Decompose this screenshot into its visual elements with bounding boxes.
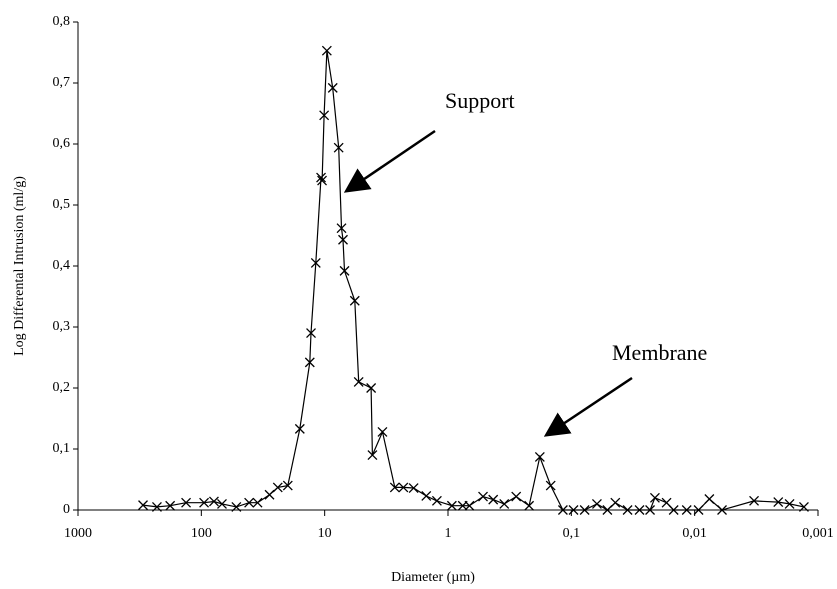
marker <box>151 501 162 512</box>
marker <box>602 505 613 515</box>
marker <box>389 482 400 493</box>
marker <box>693 505 704 515</box>
x-tick-label: 0,1 <box>563 526 581 541</box>
y-tick-label: 0,2 <box>53 380 71 395</box>
marker <box>244 497 255 508</box>
marker <box>634 505 645 515</box>
marker <box>717 505 727 515</box>
marker <box>319 110 330 121</box>
marker <box>421 491 432 501</box>
marker <box>534 451 545 462</box>
y-tick-label: 0,8 <box>53 14 71 29</box>
marker <box>327 82 338 93</box>
y-tick-label: 0 <box>63 502 70 517</box>
marker <box>408 483 419 493</box>
marker <box>681 505 692 515</box>
marker <box>317 175 328 186</box>
arrow <box>343 129 436 193</box>
marker <box>304 357 315 368</box>
x-tick-label: 100 <box>191 526 212 541</box>
marker <box>316 172 327 183</box>
marker <box>366 383 377 393</box>
marker <box>282 480 293 491</box>
marker <box>306 328 316 339</box>
marker <box>478 491 488 502</box>
marker <box>367 450 378 461</box>
marker <box>511 491 522 502</box>
marker <box>488 494 499 505</box>
marker <box>749 495 760 506</box>
marker <box>568 505 579 515</box>
x-tick-label: 0,01 <box>682 526 707 541</box>
marker <box>591 498 602 509</box>
x-tick-label: 1 <box>445 526 452 541</box>
marker <box>579 505 590 515</box>
marker <box>294 423 305 434</box>
marker <box>138 500 148 511</box>
marker <box>181 497 192 508</box>
marker <box>208 496 219 507</box>
marker <box>252 497 263 508</box>
y-tick-label: 0,5 <box>53 197 71 212</box>
marker <box>649 492 660 503</box>
marker <box>704 494 715 504</box>
marker <box>338 234 348 245</box>
annotation: Membrane <box>612 340 707 365</box>
x-axis-label: Diameter (µm) <box>391 570 475 585</box>
arrow <box>543 376 633 437</box>
marker <box>610 497 621 508</box>
marker <box>199 497 210 508</box>
marker <box>431 495 442 506</box>
y-axis-label: Log Differental Intrusion (ml/g) <box>12 176 27 356</box>
marker <box>524 500 535 511</box>
marker <box>446 500 457 511</box>
y-tick-label: 0,7 <box>53 75 71 90</box>
marker <box>645 505 656 515</box>
marker <box>165 500 176 511</box>
marker <box>217 498 227 509</box>
y-tick-label: 0,6 <box>53 136 71 151</box>
marker <box>798 501 809 512</box>
y-tick-label: 0,1 <box>53 441 71 456</box>
y-tick-label: 0,3 <box>53 319 71 334</box>
marker <box>464 500 475 511</box>
marker <box>773 497 784 508</box>
marker <box>545 480 556 491</box>
marker <box>231 501 242 512</box>
x-tick-label: 1000 <box>64 526 92 541</box>
marker <box>377 426 388 437</box>
marker <box>499 498 510 509</box>
marker <box>349 295 360 306</box>
marker <box>353 376 364 387</box>
marker <box>557 505 568 515</box>
marker <box>264 489 275 500</box>
marker <box>272 482 283 493</box>
marker <box>321 45 332 56</box>
marker <box>336 223 347 234</box>
marker <box>310 257 321 268</box>
marker <box>668 505 679 515</box>
marker <box>784 498 795 509</box>
x-tick-label: 10 <box>318 526 332 541</box>
annotation: Support <box>445 88 515 113</box>
marker <box>398 482 409 493</box>
y-tick-label: 0,4 <box>53 258 71 273</box>
x-tick-label: 0,001 <box>802 526 834 541</box>
marker <box>622 505 633 515</box>
marker <box>333 142 344 153</box>
marker <box>339 265 350 276</box>
